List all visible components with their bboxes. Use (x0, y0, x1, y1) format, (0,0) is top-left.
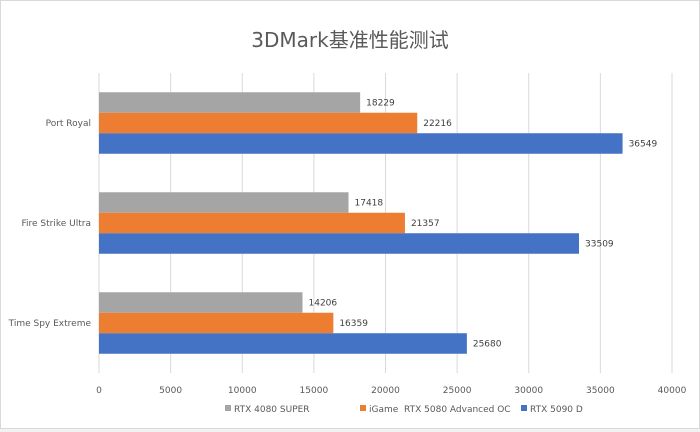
data-labels: 18229 22216 36549 17418 21357 33509 1420616359… (309, 99, 658, 350)
legend-swatch-igame-rtx-5080-advanced-oc (360, 405, 366, 411)
chart-title: 3DMark基准性能测试 (251, 28, 448, 52)
x-tick-label: 30000 (514, 386, 543, 396)
legend-label-rtx-5090-d: RTX 5090 D (530, 405, 583, 415)
x-tick-label: 10000 (228, 386, 257, 396)
x-tick-label: 20000 (371, 386, 400, 396)
bar-rtx-4080-super-fire-strike-ultra (99, 192, 349, 213)
legend-swatch-rtx-5090-d (521, 405, 527, 411)
x-tick-label: 15000 (300, 386, 329, 396)
value-axis: 0 5000 10000 15000 20000 25000 30000 35000 40000 (96, 386, 686, 396)
x-tick-label: 25000 (443, 386, 472, 396)
legend: RTX 4080 SUPER iGame RTX 5080 Advanced OC… (225, 405, 583, 415)
data-label: 22216 (423, 119, 452, 129)
x-tick-label: 35000 (586, 386, 615, 396)
data-label: 36549 (629, 140, 658, 150)
legend-swatch-rtx-4080-super (225, 405, 231, 411)
x-tick-label: 40000 (658, 386, 687, 396)
data-label: 33509 (585, 240, 614, 250)
category-label-port-royal: Port Royal (46, 119, 91, 129)
bar-rtx-4080-super-time-spy-extreme (99, 292, 303, 313)
x-tick-label: 0 (96, 386, 102, 396)
bar-rtx-5090-d-port-royal (99, 133, 623, 154)
bar-rtx-4080-super-port-royal (99, 92, 361, 113)
bar-igame-rtx-5080-advanced-oc-port-royal (99, 112, 418, 134)
bar-rtx-5090-d-fire-strike-ultra (99, 233, 580, 254)
category-axis: Port Royal Fire Strike Ultra Time Spy Extr… (8, 119, 92, 329)
category-label-time-spy-extreme: Time Spy Extreme (8, 319, 92, 329)
category-label-fire-strike-ultra: Fire Strike Ultra (22, 219, 92, 229)
bar-igame-rtx-5080-advanced-oc-fire-strike-ultra (99, 212, 405, 234)
bar-rtx-5090-d-time-spy-extreme (99, 333, 467, 354)
data-label: 16359 (339, 319, 368, 329)
legend-label-rtx-4080-super: RTX 4080 SUPER (234, 405, 310, 415)
bars (99, 92, 623, 354)
legend-label-igame-rtx-5080-advanced-oc: iGame RTX 5080 Advanced OC (369, 405, 511, 415)
bar-igame-rtx-5080-advanced-oc-time-spy-extreme (99, 312, 334, 334)
data-label: 18229 (366, 99, 395, 109)
data-label: 14206 (309, 299, 338, 309)
data-label: 17418 (355, 199, 384, 209)
data-label: 25680 (473, 340, 502, 350)
data-label: 21357 (411, 219, 440, 229)
x-tick-label: 5000 (159, 386, 182, 396)
